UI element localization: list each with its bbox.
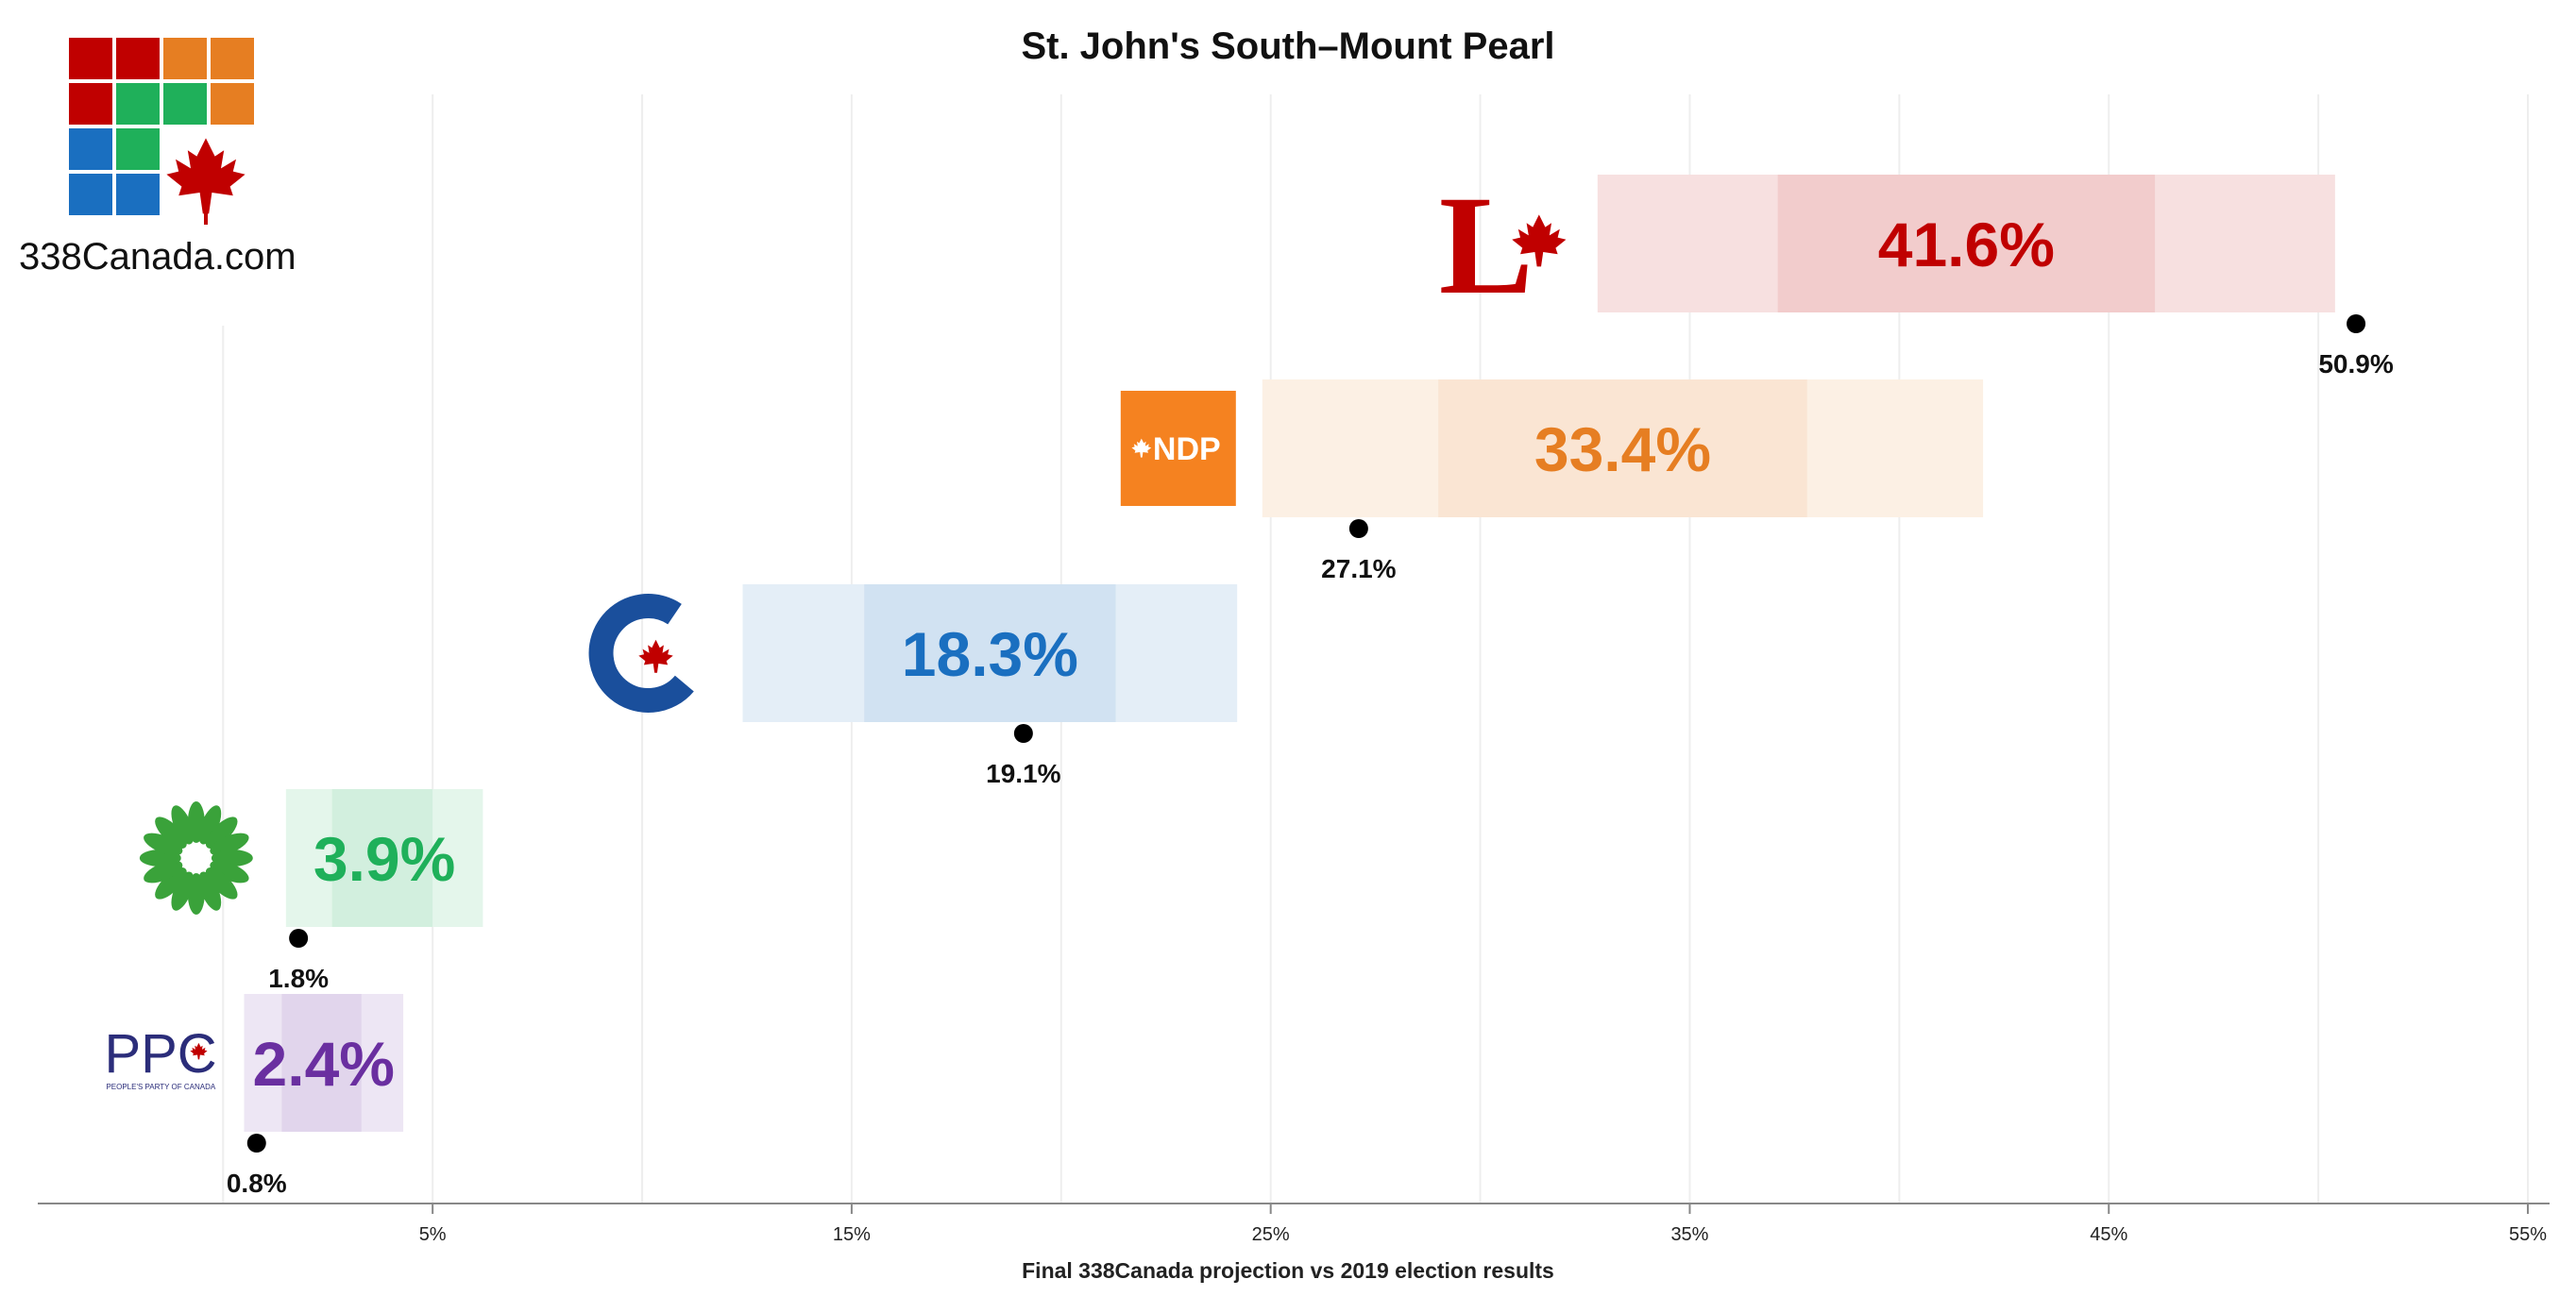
result-2019-point bbox=[1348, 519, 1368, 538]
logo-cell bbox=[116, 128, 160, 170]
result-2019-label: 27.1% bbox=[1321, 554, 1396, 583]
result-2019-label: 0.8% bbox=[227, 1169, 287, 1198]
logo-cell bbox=[69, 174, 112, 215]
projection-label: 18.3% bbox=[902, 619, 1078, 689]
x-tick-label: 35% bbox=[1670, 1224, 1708, 1245]
x-tick-label: 45% bbox=[2090, 1224, 2127, 1245]
result-2019-label: 19.1% bbox=[986, 759, 1060, 788]
logo-cell bbox=[163, 38, 207, 79]
logo-cell bbox=[211, 83, 254, 125]
x-ticks: 5% 15% 25% 35% 45% 55% bbox=[419, 1204, 2547, 1245]
range-inner-bar bbox=[331, 789, 433, 927]
party-row-cpc: 18.3% 19.1% bbox=[588, 584, 1238, 788]
conservative-logo-icon bbox=[588, 594, 708, 713]
projection-label: 3.9% bbox=[314, 824, 455, 894]
result-2019-point bbox=[2347, 314, 2366, 333]
x-tick-label: 25% bbox=[1252, 1224, 1290, 1245]
projection-label: 33.4% bbox=[1534, 414, 1711, 484]
petal bbox=[155, 816, 187, 849]
party-row-ndp: 33.4% 27.1% NDP bbox=[1120, 379, 1984, 583]
x-tick-label: 5% bbox=[419, 1224, 447, 1245]
petal bbox=[205, 816, 238, 849]
logo-cell bbox=[163, 83, 207, 125]
petal bbox=[155, 867, 187, 900]
liberal-logo-icon: L bbox=[1439, 167, 1534, 324]
maple-leaf-icon bbox=[1512, 214, 1567, 267]
range-inner-bar bbox=[864, 584, 1116, 722]
maple-leaf-icon bbox=[190, 1042, 208, 1060]
maple-leaf-icon bbox=[638, 639, 673, 673]
x-tick-label: 15% bbox=[833, 1224, 871, 1245]
result-2019-label: 1.8% bbox=[268, 964, 329, 993]
result-2019-label: 50.9% bbox=[2318, 349, 2393, 379]
petal bbox=[210, 860, 249, 884]
logo-cell bbox=[211, 38, 254, 79]
x-tick-label: 55% bbox=[2509, 1224, 2547, 1245]
party-rows: 41.6% 50.9% L 33.4% 27.1% NDP 18.3% 19.1% 3.9% 1.… bbox=[104, 167, 2393, 1198]
ppc-logo-subtext: PEOPLE'S PARTY OF CANADA bbox=[106, 1083, 215, 1091]
logo-cell bbox=[116, 174, 160, 215]
petal bbox=[198, 805, 222, 845]
result-2019-point bbox=[289, 929, 309, 948]
flower-center bbox=[180, 843, 212, 873]
petal bbox=[171, 871, 195, 911]
chart-title: St. John's South–Mount Pearl bbox=[1021, 25, 1554, 67]
site-name: 338Canada.com bbox=[19, 236, 297, 278]
maple-leaf-icon bbox=[1131, 438, 1152, 458]
petal bbox=[210, 833, 249, 856]
petal bbox=[198, 871, 222, 911]
range-inner-bar bbox=[1438, 379, 1807, 517]
projection-label: 2.4% bbox=[253, 1029, 395, 1099]
projection-label: 41.6% bbox=[1878, 210, 2055, 279]
party-row-lpc: 41.6% 50.9% L bbox=[1439, 167, 2394, 379]
range-inner-bar bbox=[1777, 175, 2156, 312]
petal bbox=[144, 833, 183, 856]
x-axis-label: Final 338Canada projection vs 2019 elect… bbox=[1022, 1258, 1554, 1283]
result-2019-point bbox=[1013, 724, 1033, 743]
party-row-gpc: 3.9% 1.8% bbox=[139, 789, 483, 993]
logo-grid-icon bbox=[69, 38, 254, 215]
petal bbox=[144, 860, 183, 884]
logo-cell bbox=[116, 83, 160, 125]
petal bbox=[205, 867, 238, 900]
logo-cell bbox=[116, 38, 160, 79]
logo-cell bbox=[69, 83, 112, 125]
result-2019-point bbox=[246, 1134, 266, 1153]
ndp-logo-text: NDP bbox=[1153, 431, 1221, 467]
logo-cell bbox=[69, 38, 112, 79]
logo-cell bbox=[69, 128, 112, 170]
site-logo: 338Canada.com bbox=[19, 38, 297, 278]
maple-leaf-icon bbox=[166, 138, 246, 214]
range-inner-bar bbox=[281, 994, 362, 1132]
green-party-logo-icon bbox=[139, 801, 253, 915]
petal bbox=[171, 805, 195, 845]
